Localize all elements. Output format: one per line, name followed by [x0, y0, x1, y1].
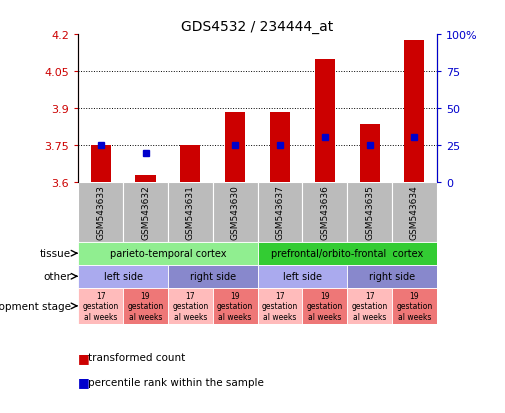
- Text: 19
gestation
al weeks: 19 gestation al weeks: [127, 291, 164, 321]
- Text: prefrontal/orbito-frontal  cortex: prefrontal/orbito-frontal cortex: [271, 249, 423, 259]
- Bar: [347, 288, 392, 324]
- Bar: [123, 183, 168, 242]
- Bar: [405, 41, 425, 183]
- Text: percentile rank within the sample: percentile rank within the sample: [88, 377, 264, 387]
- Text: 17
gestation
al weeks: 17 gestation al weeks: [262, 291, 298, 321]
- Bar: [315, 60, 335, 183]
- Text: GSM543631: GSM543631: [186, 185, 195, 240]
- Text: right side: right side: [190, 272, 236, 282]
- Bar: [258, 242, 437, 265]
- Bar: [347, 183, 392, 242]
- Text: GSM543630: GSM543630: [231, 185, 240, 240]
- Text: GSM543633: GSM543633: [96, 185, 105, 240]
- Bar: [360, 125, 380, 183]
- Text: GSM543637: GSM543637: [275, 185, 284, 240]
- Bar: [258, 288, 302, 324]
- Text: tissue: tissue: [40, 249, 71, 259]
- Text: 19
gestation
al weeks: 19 gestation al weeks: [396, 291, 433, 321]
- Text: 19
gestation
al weeks: 19 gestation al weeks: [307, 291, 343, 321]
- Text: parieto-temporal cortex: parieto-temporal cortex: [110, 249, 226, 259]
- Text: 17
gestation
al weeks: 17 gestation al weeks: [351, 291, 388, 321]
- Text: right side: right side: [369, 272, 415, 282]
- Text: 17
gestation
al weeks: 17 gestation al weeks: [82, 291, 119, 321]
- Bar: [392, 183, 437, 242]
- Bar: [78, 242, 258, 265]
- Text: GSM543636: GSM543636: [320, 185, 329, 240]
- Text: 19
gestation
al weeks: 19 gestation al weeks: [217, 291, 254, 321]
- Bar: [135, 176, 156, 183]
- Bar: [123, 288, 168, 324]
- Bar: [168, 265, 258, 288]
- Bar: [78, 265, 168, 288]
- Bar: [180, 146, 200, 183]
- Bar: [258, 183, 302, 242]
- Bar: [270, 113, 290, 183]
- Bar: [78, 288, 123, 324]
- Text: development stage: development stage: [0, 301, 71, 311]
- Bar: [302, 288, 347, 324]
- Text: left side: left side: [104, 272, 142, 282]
- Bar: [225, 113, 245, 183]
- Text: ■: ■: [78, 351, 94, 364]
- Bar: [213, 288, 258, 324]
- Text: left side: left side: [283, 272, 322, 282]
- Bar: [78, 183, 123, 242]
- Bar: [168, 183, 213, 242]
- Text: GSM543635: GSM543635: [365, 185, 374, 240]
- Title: GDS4532 / 234444_at: GDS4532 / 234444_at: [181, 20, 334, 34]
- Bar: [302, 183, 347, 242]
- Text: other: other: [43, 272, 71, 282]
- Bar: [168, 288, 213, 324]
- Bar: [258, 265, 347, 288]
- Text: GSM543632: GSM543632: [141, 185, 150, 239]
- Text: ■: ■: [78, 375, 94, 389]
- Bar: [347, 265, 437, 288]
- Text: 17
gestation
al weeks: 17 gestation al weeks: [172, 291, 209, 321]
- Bar: [213, 183, 258, 242]
- Bar: [90, 146, 111, 183]
- Text: transformed count: transformed count: [88, 352, 186, 362]
- Bar: [392, 288, 437, 324]
- Text: GSM543634: GSM543634: [410, 185, 419, 239]
